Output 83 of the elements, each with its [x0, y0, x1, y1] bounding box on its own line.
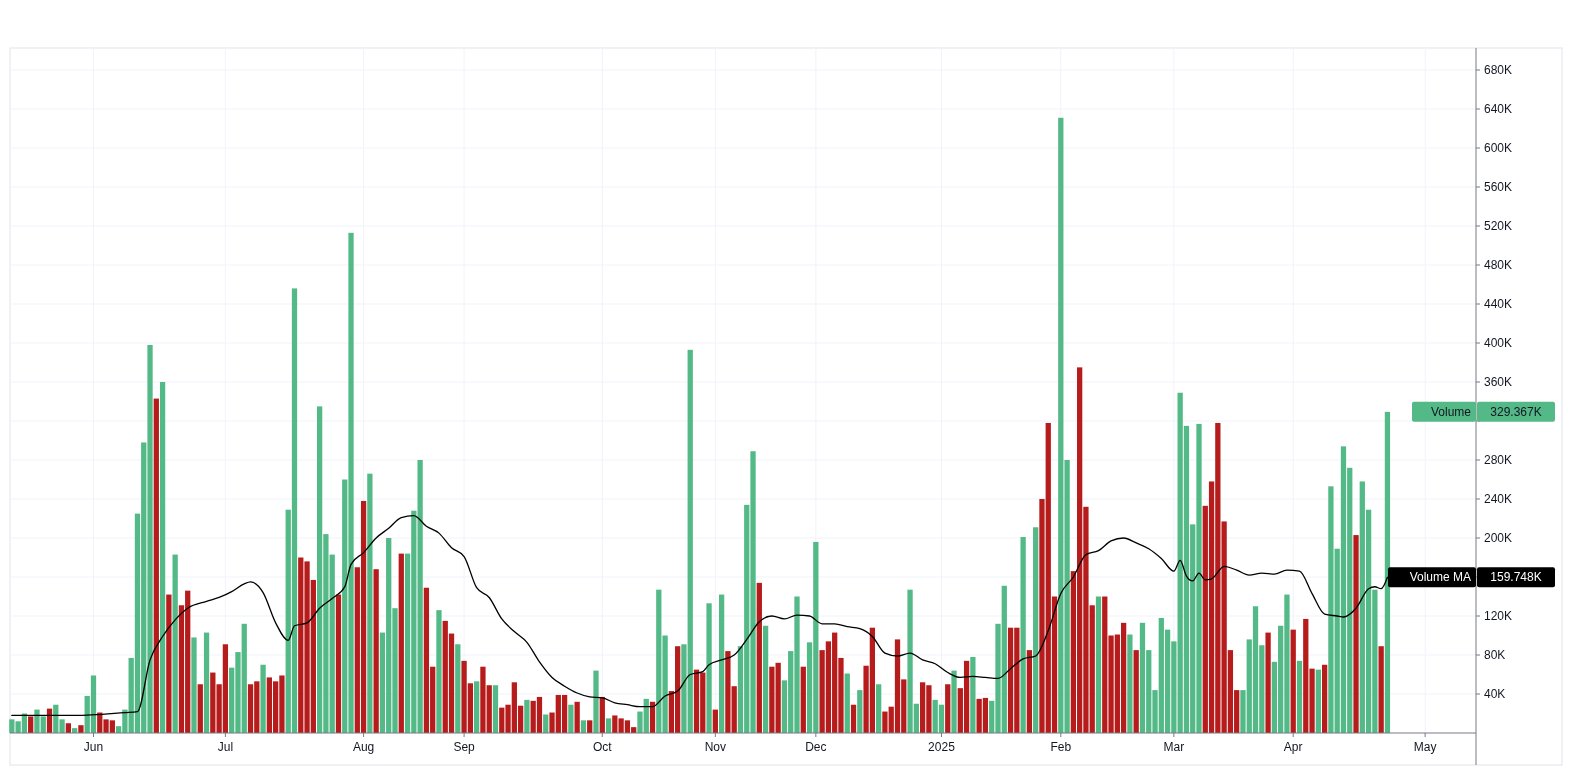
- bar: [1026, 650, 1033, 733]
- bar: [78, 725, 84, 733]
- bar: [718, 594, 725, 733]
- bar: [367, 473, 373, 733]
- bar: [153, 398, 159, 733]
- x-tick-label: Mar: [1163, 740, 1185, 754]
- bar: [587, 720, 593, 733]
- y-tick-label: 200K: [1484, 531, 1513, 546]
- x-tick-label: Jun: [83, 740, 104, 754]
- bar: [335, 594, 342, 733]
- bar: [166, 594, 172, 733]
- bar: [593, 670, 599, 733]
- x-tick-label: 2025: [928, 740, 956, 754]
- x-tick-label: Aug: [352, 740, 375, 754]
- bar: [1127, 634, 1133, 733]
- bar: [492, 685, 499, 733]
- x-tick-label: Sep: [453, 740, 476, 754]
- x-tick-label: Oct: [592, 740, 613, 754]
- series-label: Volume MA: [1409, 570, 1471, 585]
- bar: [1378, 646, 1384, 733]
- bar: [191, 637, 197, 733]
- text: 159.748K: [1490, 570, 1542, 585]
- y-tick-label: 440K: [1484, 297, 1513, 312]
- bar: [945, 684, 951, 733]
- y-tick-label: 520K: [1484, 219, 1513, 234]
- bar: [1321, 664, 1328, 733]
- bar: [844, 673, 850, 733]
- bar: [756, 582, 762, 733]
- bar: [1290, 629, 1296, 733]
- bar: [1133, 650, 1139, 733]
- bar: [398, 553, 404, 733]
- bar: [1315, 669, 1321, 733]
- bar: [951, 670, 957, 733]
- y-tick-label: 560K: [1484, 180, 1513, 195]
- bar: [543, 714, 549, 733]
- y-tick-label: 360K: [1484, 375, 1513, 390]
- bar: [800, 666, 806, 733]
- bar: [197, 684, 203, 733]
- y-tick-label: 40K: [1484, 687, 1506, 702]
- bar: [474, 681, 480, 733]
- bar: [574, 701, 580, 733]
- y-tick-label: 280K: [1484, 453, 1513, 468]
- x-tick-label: Feb: [1050, 740, 1072, 754]
- bar: [1265, 632, 1271, 733]
- bar: [1296, 660, 1303, 733]
- bar: [28, 716, 34, 733]
- y-tick-label: 600K: [1484, 141, 1513, 156]
- bar: [580, 720, 587, 733]
- text: 329.367K: [1490, 405, 1542, 420]
- bar: [373, 569, 379, 733]
- x-tick-label: Dec: [805, 740, 827, 754]
- bar: [455, 644, 461, 733]
- bar: [1353, 535, 1359, 733]
- bar: [1020, 537, 1026, 733]
- x-tick-label: Nov: [704, 740, 727, 754]
- bar: [762, 625, 769, 733]
- bar: [1033, 527, 1039, 733]
- x-tick-label: May: [1413, 740, 1437, 754]
- y-tick-label: 400K: [1484, 336, 1513, 351]
- y-tick-label: 680K: [1484, 63, 1513, 78]
- x-tick-label: Jul: [217, 740, 234, 754]
- text: Volume: [1430, 405, 1472, 420]
- bar: [970, 656, 976, 733]
- bar: [203, 632, 210, 733]
- x-tick-label: Apr: [1283, 740, 1303, 754]
- y-tick-label: 240K: [1484, 492, 1513, 507]
- bar: [159, 382, 166, 733]
- y-tick-label: 640K: [1484, 102, 1513, 117]
- bar: [850, 704, 857, 733]
- bar: [605, 718, 612, 733]
- y-tick-label: 480K: [1484, 258, 1513, 273]
- bar: [876, 684, 882, 733]
- bar: [1095, 596, 1102, 733]
- y-tick-label: 80K: [1484, 648, 1506, 663]
- bar: [260, 664, 266, 733]
- bar: [1384, 411, 1391, 733]
- bar: [436, 610, 442, 733]
- bar: [524, 699, 530, 733]
- y-tick-label: 120K: [1484, 609, 1513, 624]
- bar: [172, 554, 178, 733]
- bar: [568, 704, 574, 733]
- bar: [706, 603, 712, 733]
- bar: [857, 690, 863, 733]
